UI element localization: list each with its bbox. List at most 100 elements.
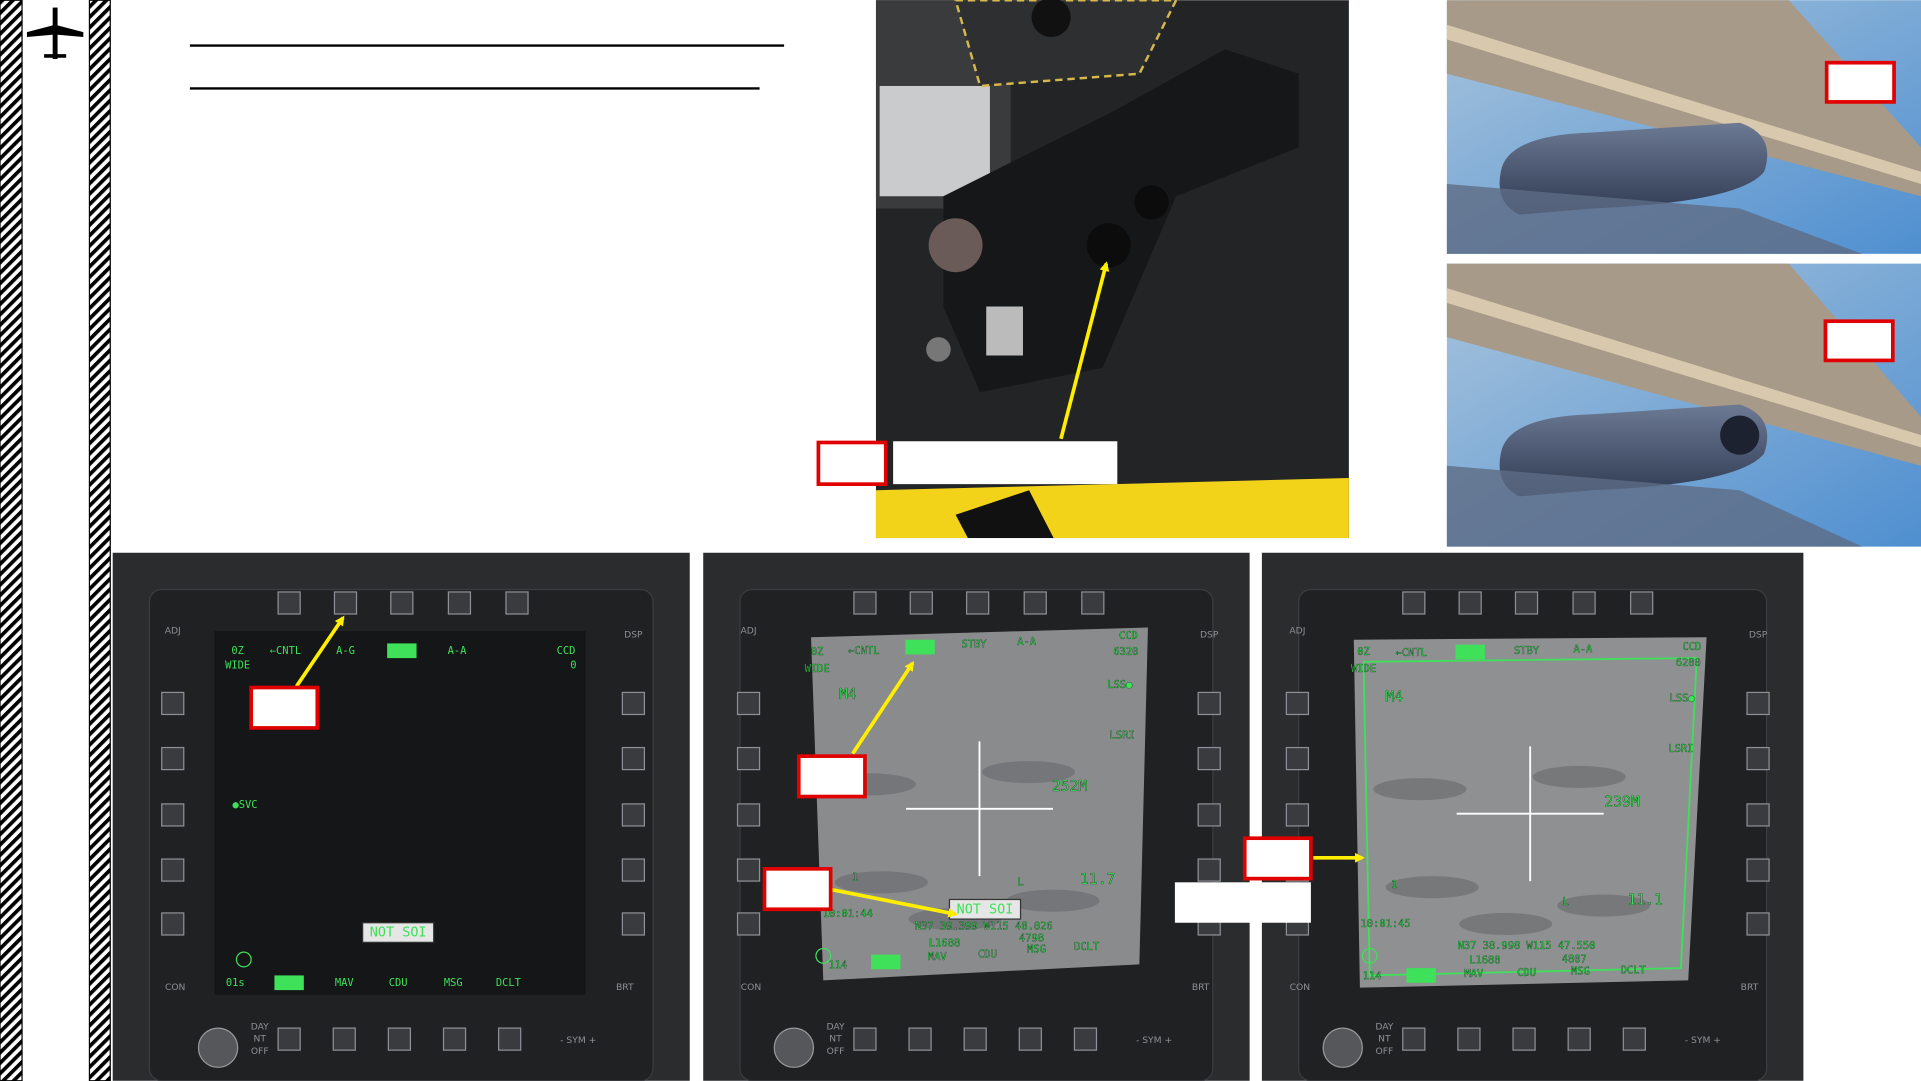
mfcd-label: CCD [1683, 641, 1702, 653]
osb-button [1457, 1027, 1481, 1051]
osb-button [853, 591, 877, 615]
callout-box [1174, 882, 1311, 923]
terrain-patch [1373, 778, 1467, 801]
mfcd-label: CCD [557, 645, 576, 657]
osb-button [1746, 912, 1770, 936]
mfcd-label: MAV [1464, 968, 1483, 980]
callout-box [1824, 60, 1896, 104]
mfcd-label: 252M [1052, 778, 1088, 795]
osb-button [1567, 1027, 1591, 1051]
osb-button [736, 803, 761, 827]
mfcd-label: TGP [280, 977, 299, 989]
mfcd-label: 0Z [811, 646, 824, 658]
osb-button [1746, 858, 1770, 882]
terrain-patch [1557, 894, 1651, 917]
bezel-label: NT [253, 1034, 266, 1045]
pod-photo [1446, 0, 1921, 254]
bezel-label: BRT [1741, 982, 1759, 993]
track-box [1362, 657, 1698, 977]
mfcd-label: TGP [1412, 969, 1431, 981]
label-highlight [274, 975, 304, 991]
mfcd-label: L1688 [929, 938, 960, 950]
mfcd-label: LSS● [1670, 693, 1696, 705]
bezel-label: ADJ [741, 626, 757, 637]
osb-button [387, 1027, 412, 1051]
bezel-label: DSP [1200, 629, 1219, 640]
osb-button [161, 803, 185, 827]
osb-button [909, 591, 933, 615]
mfcd-label: NOT SOI [957, 901, 1014, 917]
mfcd-label: CDU [978, 949, 997, 961]
osb-button [621, 746, 646, 771]
mfcd-label: 6320 [1113, 646, 1138, 658]
bezel-label: NT [829, 1034, 842, 1045]
bezel-label: DAY [826, 1021, 844, 1032]
osb-button [161, 746, 185, 771]
label-highlight [387, 643, 417, 659]
terrain-patch [1459, 912, 1553, 935]
bezel-label: ADJ [165, 626, 181, 637]
mfcd-label: MAV [928, 951, 947, 963]
mfcd-label: ←CNTL [848, 645, 879, 657]
callout-box [1823, 319, 1895, 363]
mfcd-label: 114 [829, 960, 848, 972]
mfcd-label: 1 [852, 871, 858, 883]
osb-button [333, 591, 358, 615]
mfcd-label: NOT SOI [370, 925, 427, 941]
osb-button [1285, 746, 1310, 771]
bezel-label: DAY [1375, 1021, 1393, 1032]
mfcd-label: CCD [1119, 630, 1138, 642]
callout-box [816, 440, 888, 486]
ownship-symbol [235, 951, 252, 968]
osb-button [1018, 1027, 1042, 1051]
osb-button [621, 858, 646, 882]
bezel-label: CON [1290, 982, 1311, 993]
bezel-label: BRT [1192, 982, 1210, 993]
mfcd-label: LSS● [1107, 679, 1133, 691]
knob [1322, 1027, 1363, 1068]
osb-button [966, 591, 990, 615]
callout-box [762, 866, 833, 912]
mfcd-label: 11.1 [1628, 892, 1663, 909]
osb-button [1285, 803, 1310, 827]
mfcd-label: A-G [1461, 646, 1480, 658]
bezel-label: ADJ [1289, 626, 1305, 637]
bezel-label: CON [165, 982, 186, 993]
mfcd-label: 0Z [1357, 646, 1370, 658]
arrow [1059, 261, 1110, 440]
mfcd-label: TGP [876, 956, 895, 968]
osb-button [1197, 691, 1221, 716]
pod-photo [1446, 263, 1921, 547]
osb-button [1073, 1027, 1098, 1051]
bezel-label: DSP [624, 629, 643, 640]
osb-button [963, 1027, 987, 1051]
knob [197, 1027, 239, 1068]
mfcd-label: ●SVC [232, 799, 257, 811]
mfcd-label: ←CNTL [270, 645, 301, 657]
arrow [831, 887, 959, 918]
mfcd-label: N37 39.399 W115 48.026 [915, 920, 1053, 932]
bezel-label: DSP [1749, 629, 1768, 640]
mfcd-label: MSG [1027, 944, 1046, 956]
callout-box [249, 685, 320, 730]
knob [773, 1027, 815, 1068]
osb-button [1746, 691, 1770, 716]
bezel-label: CON [741, 982, 762, 993]
callout-box [796, 754, 867, 799]
mfcd-label: 0 [570, 659, 576, 671]
bezel-label: DAY [251, 1021, 269, 1032]
osb-button [498, 1027, 522, 1051]
mfcd-label: MSG [444, 977, 463, 989]
label-highlight [905, 639, 935, 655]
osb-button [390, 591, 414, 615]
mfcd-label: M4 [839, 686, 857, 703]
bezel-label: OFF [251, 1046, 269, 1057]
osb-button [505, 591, 529, 615]
ownship-symbol [815, 947, 832, 964]
osb-button [1285, 691, 1310, 716]
osb-button [621, 912, 646, 936]
